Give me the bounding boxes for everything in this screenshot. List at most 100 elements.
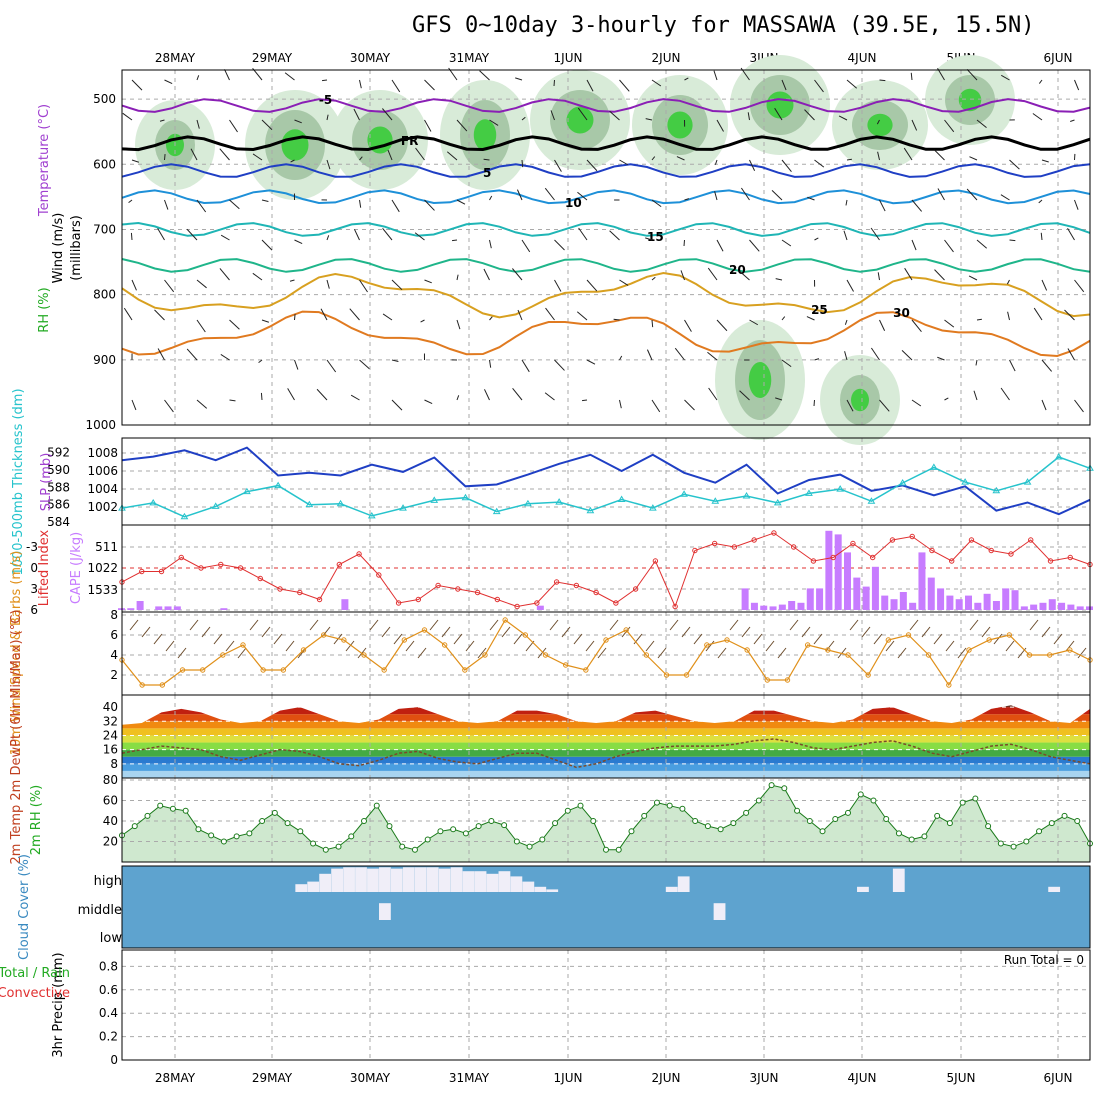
wind-barb	[186, 348, 198, 361]
thickness-point	[648, 504, 657, 511]
wind-barb	[1064, 309, 1075, 321]
temperature-band	[122, 705, 1090, 708]
rh-point	[488, 818, 495, 825]
cape-bar	[918, 552, 926, 610]
temperature-contour-label: 15	[647, 230, 664, 244]
lifted-index-point	[514, 603, 520, 610]
wind-barb	[326, 359, 337, 373]
cape-bar	[1011, 590, 1019, 610]
wind-barb	[717, 647, 727, 659]
rh-point	[310, 840, 317, 847]
wind-barb	[753, 633, 763, 645]
lifted-index-line	[121, 532, 1091, 608]
slp-thickness-panel: 1002 1004 1006 1008 584 586 588 590 592 1000-500m…	[11, 388, 1094, 576]
wind-barb	[1074, 79, 1080, 91]
temperature-contour	[121, 163, 1091, 178]
wind-barb	[806, 316, 815, 321]
lifted-index-point	[672, 603, 678, 610]
wind-speed-point	[744, 647, 750, 653]
thickness-tick-label: 588	[47, 480, 70, 494]
wind-barb	[911, 399, 922, 407]
wind-barb	[581, 399, 588, 402]
wind-barb	[237, 647, 247, 659]
wind-barb	[359, 79, 362, 89]
wind-barb	[391, 399, 403, 411]
wind-barb	[911, 319, 922, 332]
wind-barb	[441, 626, 451, 638]
wind-barb	[157, 228, 165, 241]
lifted-index-point	[771, 530, 777, 536]
rh-point	[806, 818, 813, 825]
wind-barb	[1074, 199, 1079, 210]
cape-bar	[955, 599, 963, 610]
wind-barb	[225, 640, 235, 652]
slp-tick-label: 1004	[87, 482, 118, 496]
wind-barb	[705, 640, 715, 652]
wind-speed-point	[603, 637, 609, 643]
wind-barb	[981, 626, 991, 638]
cape-bar	[927, 577, 935, 610]
temp-tick-label: 16	[103, 743, 118, 757]
thickness-point	[243, 487, 251, 495]
wind-barb	[741, 626, 751, 638]
cape-bar	[1058, 602, 1066, 610]
wind-speed-point	[562, 662, 569, 668]
wind-barb	[774, 107, 783, 121]
wind-barb	[554, 359, 565, 371]
wind-speed-point	[845, 652, 851, 658]
temperature-band	[122, 749, 1090, 757]
wind-barb	[877, 272, 880, 281]
wind-barb	[1005, 640, 1015, 652]
wind-barb	[651, 199, 662, 208]
wind-barb	[489, 316, 493, 321]
cape-bar	[983, 593, 991, 610]
date-label-bottom: 3JUN	[750, 1071, 779, 1085]
lifted-index-point	[869, 554, 876, 561]
rh-point	[615, 846, 622, 853]
wind-barb	[844, 351, 848, 361]
wind-barb	[585, 640, 595, 652]
wind-barb	[128, 199, 133, 204]
wind-barb	[261, 119, 273, 131]
wind-barb	[229, 319, 240, 330]
high-cloud-bar	[510, 876, 523, 892]
li-tick-label: 3	[30, 582, 38, 596]
wind-barb	[911, 199, 923, 212]
wind-barb	[740, 187, 750, 201]
wind-barb	[1074, 279, 1085, 293]
rh-point	[501, 822, 508, 829]
thickness-point	[929, 463, 938, 470]
rh-point	[195, 826, 202, 833]
rh-point	[131, 823, 138, 830]
wind-barb	[186, 228, 198, 241]
high-cloud-bar	[367, 868, 379, 892]
rh-point	[985, 823, 992, 830]
chart-title: GFS 0~10day 3-hourly for MASSAWA (39.5E,…	[412, 13, 1035, 38]
lifted-index-point	[257, 575, 263, 582]
wind-barb	[944, 397, 949, 401]
wind-barb	[219, 148, 230, 161]
wind-barb	[969, 619, 979, 631]
wind-speed-point	[683, 672, 690, 678]
wind-barb	[976, 239, 988, 249]
rain-legend-label: Total / Rain	[0, 966, 70, 981]
thickness-point	[898, 479, 907, 486]
wind-speed-point	[925, 652, 932, 658]
wind-barb	[359, 199, 362, 208]
lifted-index-point	[613, 600, 619, 606]
cloud-panel: high middle low Cloud Cover (%)	[17, 854, 1091, 960]
wind-barb	[609, 110, 620, 121]
wind-barb	[973, 390, 978, 401]
wind-barb	[1067, 228, 1075, 241]
wind-barb	[573, 633, 583, 645]
wind-barb	[1038, 79, 1043, 84]
thickness-point	[805, 489, 813, 496]
wind-barb	[771, 190, 783, 201]
rh-point	[246, 830, 253, 837]
cape-bar	[992, 601, 1000, 610]
wind-barb	[707, 351, 718, 361]
lifted-index-point	[336, 561, 343, 568]
wind-barb	[417, 647, 427, 659]
rh-shade-high	[748, 362, 772, 398]
cloud-level-label: high	[94, 874, 122, 889]
